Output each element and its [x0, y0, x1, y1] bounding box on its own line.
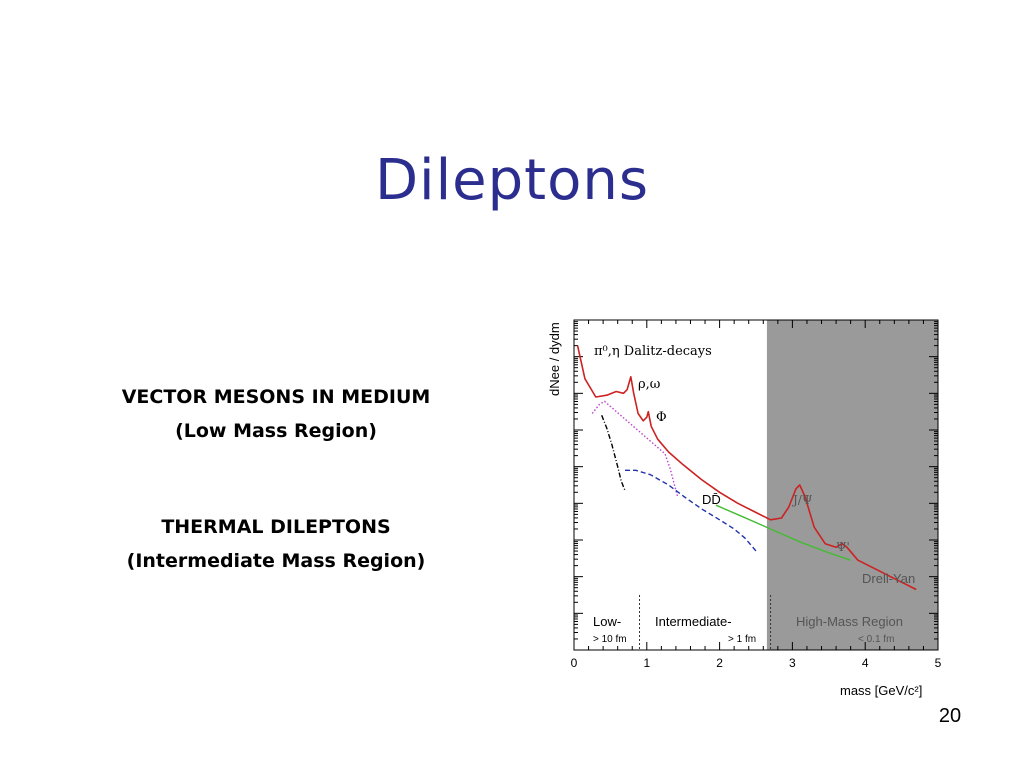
annotation-drell-yan: Drell-Yan — [862, 571, 915, 586]
annotation-rho-omega: ρ,ω — [638, 377, 660, 392]
region-intermediate-name: Intermediate- — [655, 614, 732, 629]
annotation-psiprime: Ψ' — [836, 540, 850, 554]
annotation-jpsi: J/Ψ — [791, 493, 813, 507]
series-line-total — [576, 345, 917, 591]
plot-frame — [573, 319, 939, 651]
intermediate-mass-region-label: (Intermediate Mass Region) — [126, 550, 426, 572]
page-number: 20 — [938, 705, 962, 727]
region-high-scale: < 0.1 fm — [858, 634, 894, 645]
x-tick-label: 2 — [716, 656, 723, 670]
vector-mesons-heading: VECTOR MESONS IN MEDIUM — [121, 386, 431, 408]
region-high-name: High-Mass Region — [796, 614, 903, 629]
x-tick-label: 5 — [935, 656, 942, 670]
thermal-dileptons-heading: THERMAL DILEPTONS — [161, 516, 391, 538]
region-low-name: Low- — [593, 614, 621, 629]
low-mass-region-label: (Low Mass Region) — [175, 420, 377, 442]
shaded-high-mass-region — [766, 320, 938, 650]
series-line-dalitz — [601, 415, 626, 491]
axes-group: 0 1 2 3 4 5 — [571, 319, 942, 670]
x-tick-label: 1 — [643, 656, 650, 670]
x-tick-label: 3 — [789, 656, 796, 670]
vector-mesons-block: VECTOR MESONS IN MEDIUM (Low Mass Region… — [76, 380, 476, 448]
annotation-dd: DD̄ — [702, 492, 721, 507]
region-low-scale: > 10 fm — [593, 634, 627, 645]
annotation-phi: Φ — [656, 410, 667, 425]
region-intermediate-scale: > 1 fm — [728, 634, 756, 645]
annotation-dalitz: π⁰,η Dalitz-decays — [594, 344, 712, 359]
slide-title: Dileptons — [374, 148, 650, 213]
x-tick-label: 4 — [862, 656, 869, 670]
x-axis-label: mass [GeV/c²] — [840, 683, 922, 698]
thermal-dileptons-block: THERMAL DILEPTONS (Intermediate Mass Reg… — [76, 510, 476, 578]
x-tick-label: 0 — [571, 656, 578, 670]
series-line-dd — [625, 469, 757, 552]
y-axis-label: dNee / dydm — [547, 322, 562, 396]
series-group — [576, 345, 917, 591]
series-line-drell_yan — [715, 504, 851, 561]
